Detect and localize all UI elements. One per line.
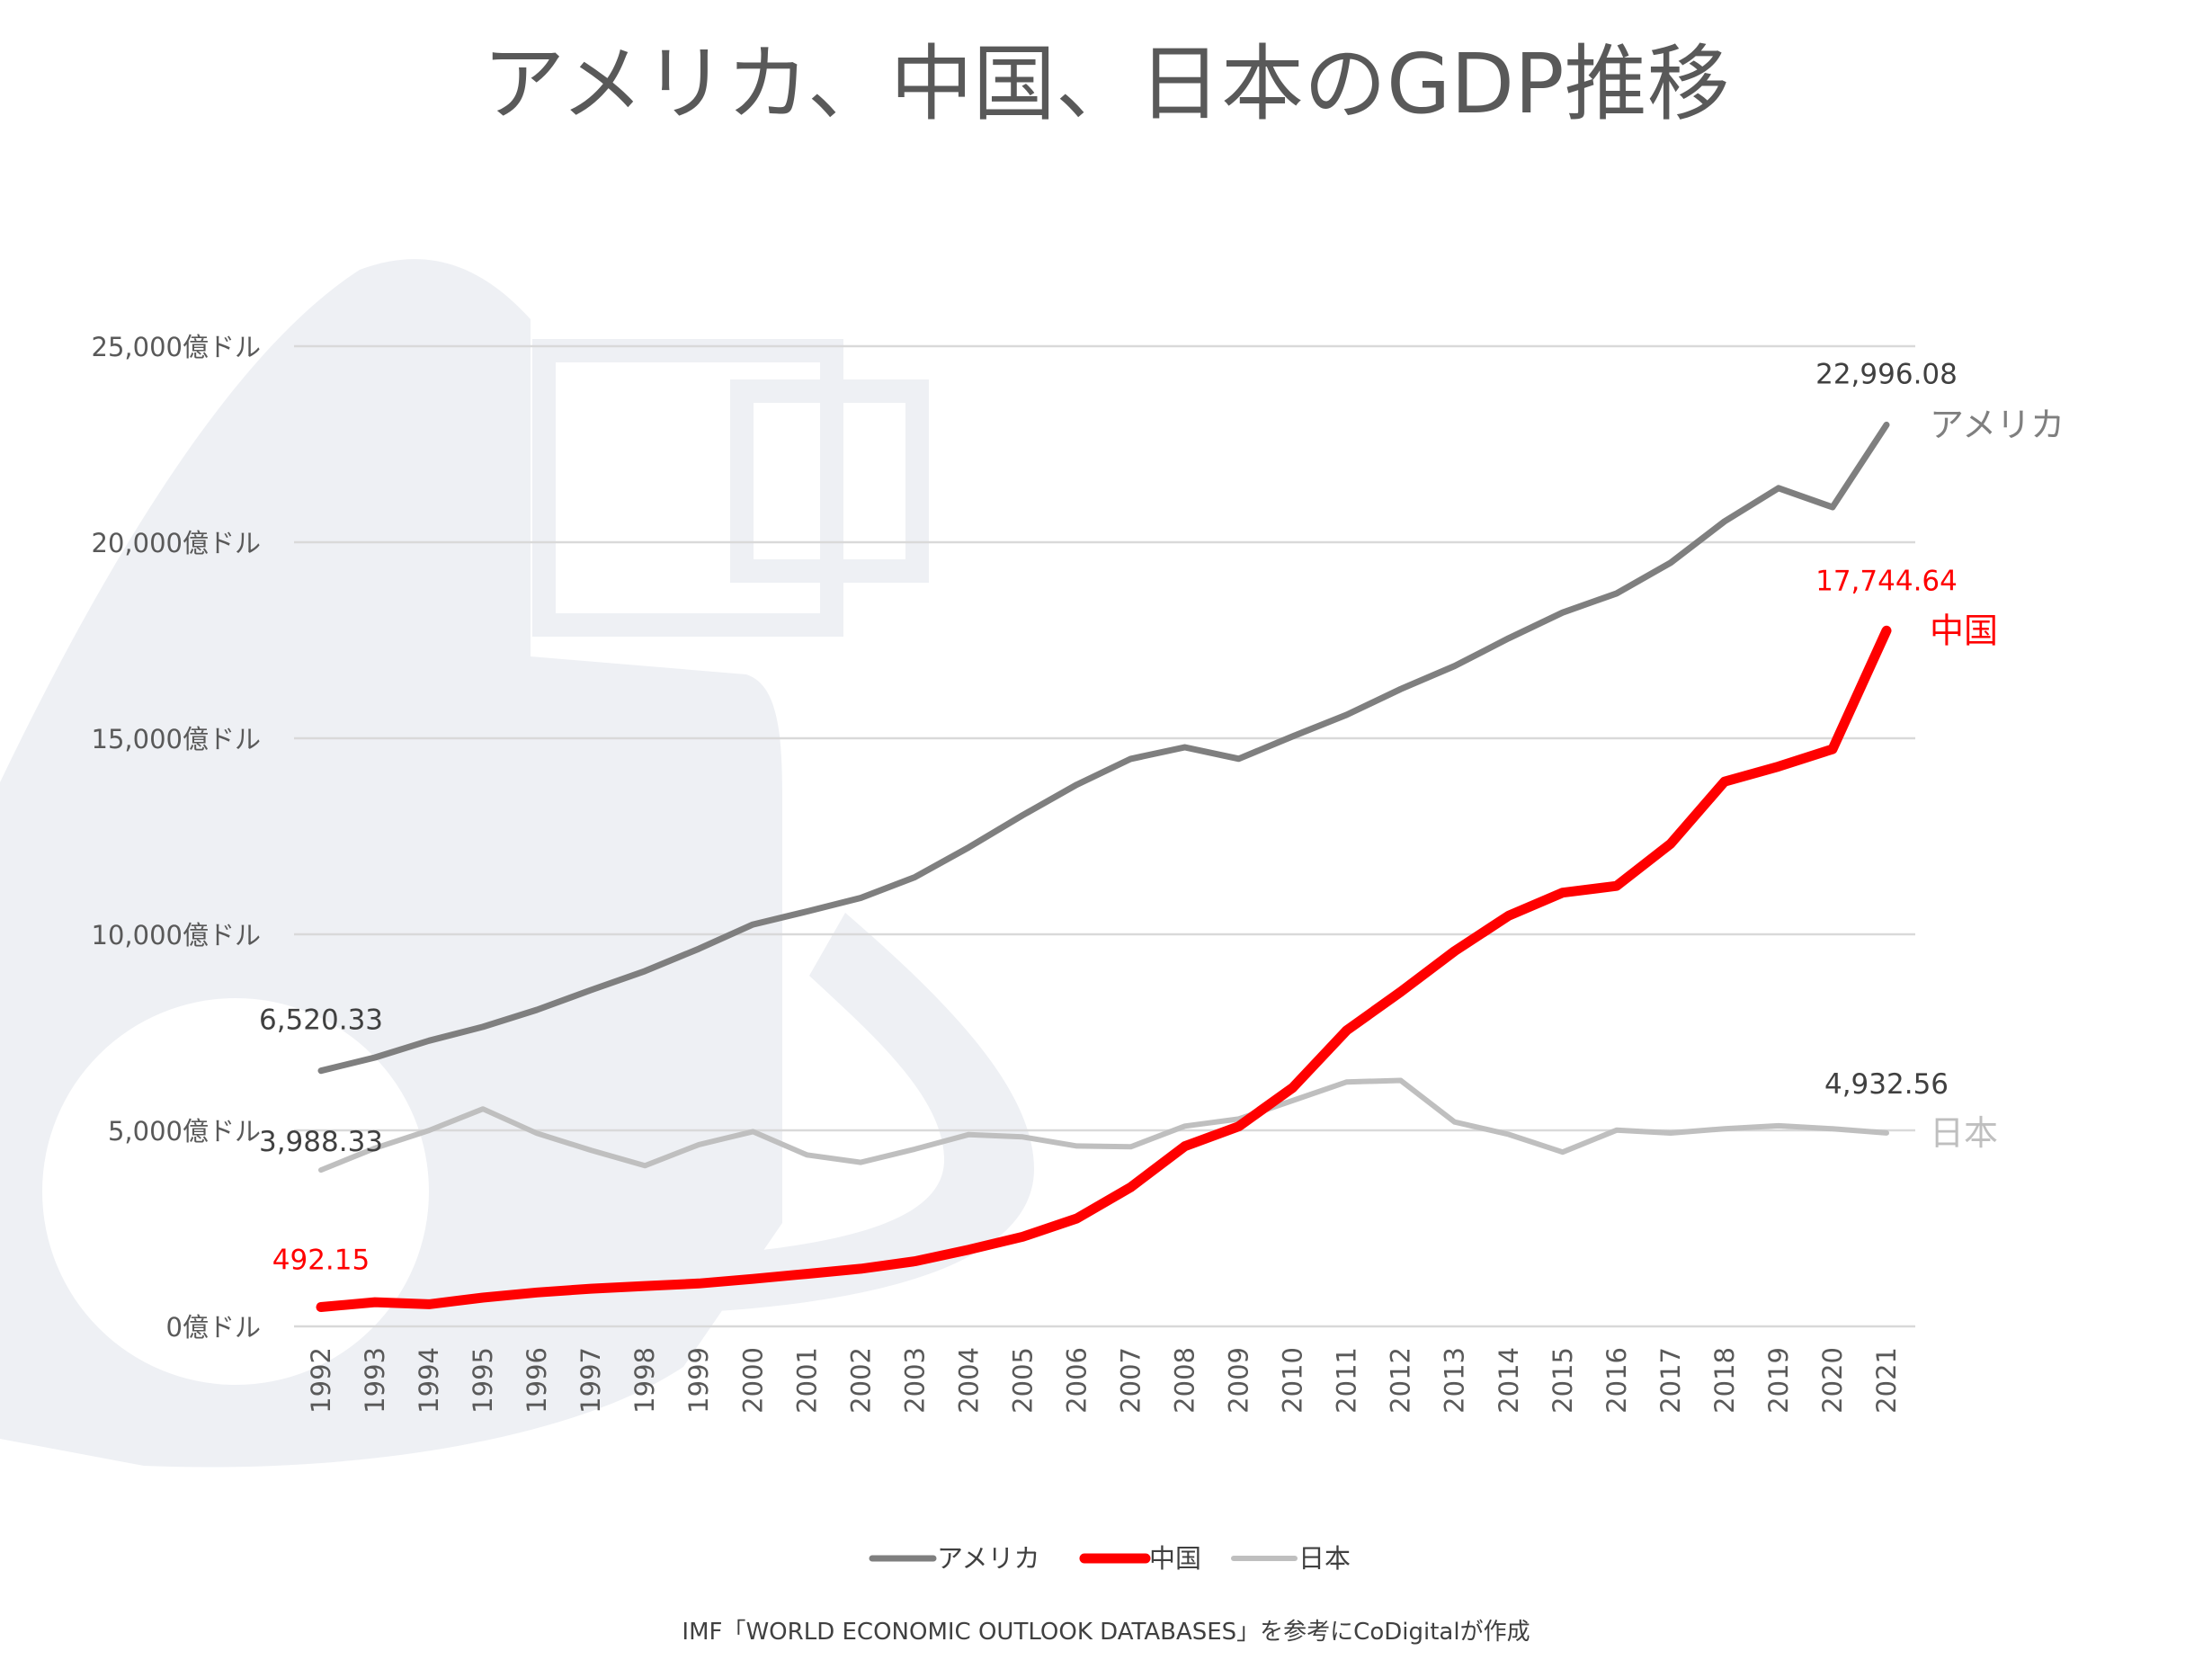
data-labels: 6,520.33 22,996.08 アメリカ 492.15 17,744.64 中国 3,…	[259, 358, 2065, 1276]
x-tick-label: 2020	[1817, 1347, 1848, 1414]
watermark-square-outline	[730, 379, 929, 583]
series-name-label: 日本	[1930, 1113, 1998, 1153]
y-tick-label: 10,000億ドル	[92, 920, 261, 950]
x-tick-label: 2002	[845, 1347, 876, 1414]
x-tick-label: 1994	[414, 1347, 444, 1414]
series-line-2	[318, 1077, 1889, 1174]
end-value-label: 17,744.64	[1815, 565, 1958, 597]
x-tick-label: 2006	[1061, 1347, 1092, 1414]
y-tick-label: 5,000億ドル	[108, 1116, 261, 1147]
y-tick-label: 0億ドル	[166, 1312, 261, 1343]
x-tick-label: 2019	[1763, 1347, 1794, 1414]
x-tick-label: 2010	[1278, 1347, 1308, 1414]
x-axis-ticks: 1992 1993 1994 1995 1996 1997 1998 1999 2000 2001…	[306, 1347, 1902, 1414]
background-watermark	[0, 259, 1034, 1468]
series-line-1	[316, 625, 1892, 1312]
series-line-0	[317, 421, 1890, 1075]
legend-label: 中国	[1149, 1543, 1201, 1574]
x-tick-label: 1995	[468, 1347, 498, 1414]
watermark-curve-shape	[647, 913, 1034, 1313]
legend-label: 日本	[1298, 1543, 1351, 1574]
start-value-label: 6,520.33	[259, 1004, 383, 1037]
x-tick-label: 2007	[1116, 1347, 1146, 1414]
y-axis-ticks: 0億ドル 5,000億ドル 10,000億ドル 15,000億ドル 20,000億ドル 2…	[92, 332, 261, 1343]
x-tick-label: 1997	[575, 1347, 606, 1414]
x-tick-label: 2014	[1494, 1347, 1524, 1414]
x-tick-label: 2015	[1548, 1347, 1578, 1414]
end-value-label: 22,996.08	[1815, 358, 1958, 390]
x-tick-label: 2021	[1871, 1347, 1902, 1414]
source-note: IMF「WORLD ECONOMIC OUTLOOK DATABASES」を参考…	[682, 1619, 1530, 1646]
series-name-label: 中国	[1930, 611, 1998, 650]
x-tick-label: 1992	[306, 1347, 336, 1414]
chart-title: アメリカ、中国、日本のGDP推移	[482, 36, 1729, 132]
x-tick-label: 1998	[629, 1347, 660, 1414]
x-tick-label: 1999	[683, 1347, 714, 1414]
x-tick-label: 2004	[953, 1347, 984, 1414]
x-tick-label: 2000	[737, 1347, 768, 1414]
x-tick-label: 2003	[899, 1347, 930, 1414]
series-lines	[316, 421, 1892, 1312]
x-tick-label: 2016	[1601, 1347, 1632, 1414]
x-tick-label: 2001	[791, 1347, 822, 1414]
x-tick-label: 1996	[522, 1347, 552, 1414]
x-tick-label: 2018	[1709, 1347, 1740, 1414]
x-tick-label: 1993	[360, 1347, 390, 1414]
y-tick-label: 15,000億ドル	[92, 724, 261, 754]
x-tick-label: 2008	[1170, 1347, 1200, 1414]
x-tick-label: 2017	[1655, 1347, 1686, 1414]
start-value-label: 492.15	[272, 1245, 370, 1277]
x-tick-label: 2009	[1224, 1347, 1254, 1414]
x-tick-label: 2013	[1440, 1347, 1470, 1414]
x-tick-label: 2012	[1386, 1347, 1416, 1414]
series-name-label: アメリカ	[1930, 405, 2065, 444]
y-tick-label: 25,000億ドル	[92, 332, 261, 362]
watermark-square-outline	[532, 339, 843, 637]
x-tick-label: 2011	[1332, 1347, 1362, 1414]
legend: アメリカ 中国 日本	[869, 1543, 1351, 1574]
x-tick-label: 2005	[1007, 1347, 1038, 1414]
gridlines	[294, 344, 1915, 1328]
start-value-label: 3,988.33	[259, 1126, 383, 1158]
legend-label: アメリカ	[937, 1543, 1040, 1574]
end-value-label: 4,932.56	[1824, 1068, 1949, 1101]
watermark-circle-shape	[42, 998, 429, 1385]
y-tick-label: 20,000億ドル	[92, 528, 261, 558]
